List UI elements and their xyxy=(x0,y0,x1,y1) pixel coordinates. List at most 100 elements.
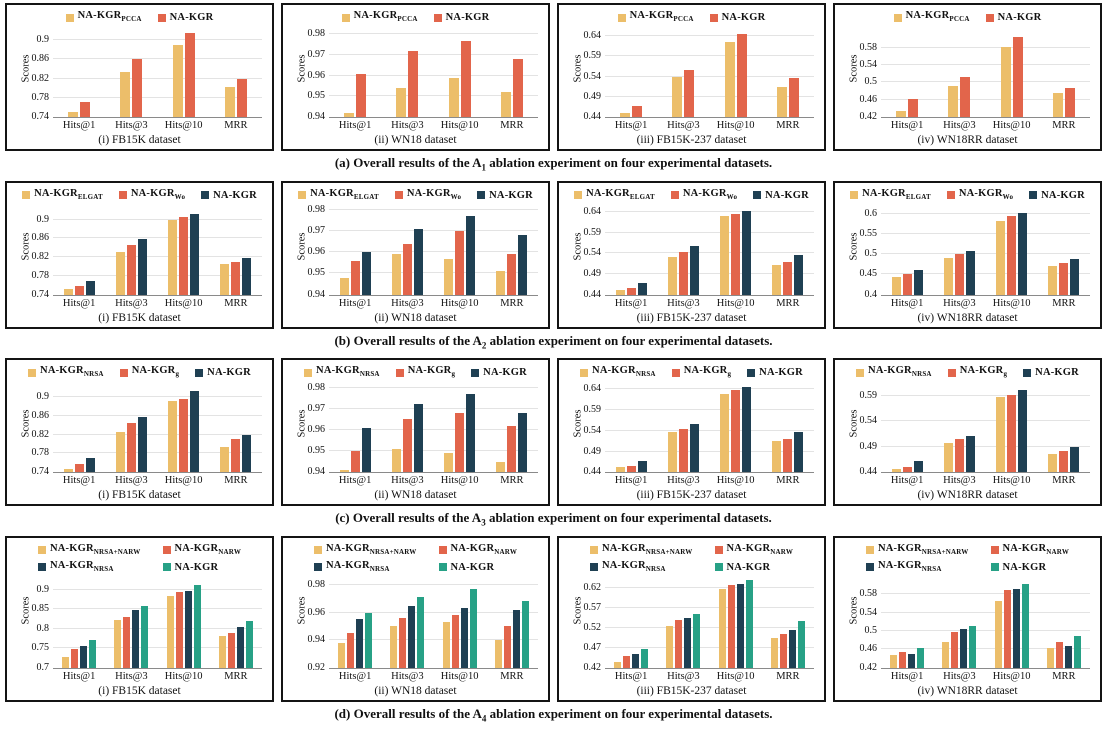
bar-groups xyxy=(329,206,538,295)
bar xyxy=(85,280,95,295)
bar xyxy=(507,425,517,473)
gridline xyxy=(53,77,262,79)
bar xyxy=(339,470,349,473)
gridline xyxy=(605,429,814,431)
legend-label: NA-KGR xyxy=(1002,561,1047,573)
legend-label: NA-KGRg xyxy=(959,365,1008,379)
bar xyxy=(742,211,752,295)
bar xyxy=(350,260,360,295)
bar xyxy=(672,76,683,117)
legend-label: NA-KGRNRSA xyxy=(592,365,656,379)
legend-swatch xyxy=(37,563,46,572)
bar xyxy=(466,216,476,295)
bar xyxy=(175,592,183,668)
bar-group-hits1 xyxy=(881,578,933,668)
legend-label: NA-KGRg xyxy=(131,365,180,379)
bar xyxy=(667,256,677,295)
bar-group-hits10 xyxy=(710,206,762,295)
bar xyxy=(1055,642,1063,668)
legend-label: NA-KGRNRSA xyxy=(49,559,114,573)
gridline xyxy=(881,394,1090,396)
x-tick-label: Hits@10 xyxy=(992,297,1031,309)
x-tick-label: Hits@10 xyxy=(164,120,203,131)
y-tick-label: 0.98 xyxy=(307,381,326,393)
y-tick-label: 0.62 xyxy=(583,581,602,593)
x-tick-label: Hits@3 xyxy=(667,475,700,487)
gridline xyxy=(53,218,262,220)
bar xyxy=(942,642,950,668)
legend-swatch xyxy=(438,563,447,572)
bar-group-hits3 xyxy=(933,28,985,117)
legend-label: NA-KGR xyxy=(765,189,809,201)
x-tick-label: Hits@3 xyxy=(391,120,424,131)
bar-group-mrr xyxy=(486,383,538,473)
bar xyxy=(969,626,977,668)
legend-swatch xyxy=(709,13,718,22)
legend-item: NA-KGRNRSA xyxy=(865,559,969,576)
legend-label: NA-KGRELGAT xyxy=(862,187,931,201)
gridline xyxy=(53,452,262,454)
legend-swatch xyxy=(477,191,486,200)
bar xyxy=(626,287,636,295)
y-tick-label: 0.75 xyxy=(31,642,50,654)
bar-group-hits3 xyxy=(105,206,157,295)
x-axis-labels: Hits@1 Hits@3 Hits@10 MRR xyxy=(605,474,814,487)
legend: NA-KGRPCCA NA-KGR xyxy=(13,8,266,28)
legend-item: NA-KGR xyxy=(1023,366,1079,379)
bar xyxy=(788,77,799,117)
chart-b-2: NA-KGRELGAT NA-KGRWo NA-KGR Scores 0.94 0.95 0… xyxy=(281,180,550,329)
bar xyxy=(74,463,84,473)
bar xyxy=(190,391,200,473)
legend-item: NA-KGRNARW xyxy=(438,542,518,559)
bar xyxy=(344,112,355,117)
plot-area: 0.44 0.49 0.54 0.59 Hits@1 Hits@3 Hits@10 MRR xyxy=(860,383,1090,487)
y-tick-label: 0.47 xyxy=(583,641,602,653)
legend-item: NA-KGRNRSA xyxy=(304,364,380,381)
legend-label: NA-KGRg xyxy=(407,365,456,379)
bar-group-hits3 xyxy=(381,383,433,473)
bar xyxy=(1059,263,1069,295)
y-tick-label: 0.96 xyxy=(307,69,326,81)
x-tick-label: Hits@10 xyxy=(716,297,755,309)
x-tick-label: MRR xyxy=(776,120,800,131)
gridline xyxy=(605,646,814,648)
legend: NA-KGRELGAT NA-KGRWo NA-KGR xyxy=(841,186,1094,206)
legend-item: NA-KGR xyxy=(985,11,1042,24)
legend-swatch xyxy=(947,368,956,377)
chart-title: (ii) WN18 dataset xyxy=(374,684,457,697)
bar xyxy=(89,640,97,668)
chart-row-c: NA-KGRNRSA NA-KGRg NA-KGR Scores 0.74 0.78 0.8… xyxy=(0,358,1107,507)
bar xyxy=(1070,259,1080,295)
legend-swatch xyxy=(670,191,679,200)
y-tick-label: 0.64 xyxy=(583,383,602,395)
chart-a-1: NA-KGRPCCA NA-KGR Scores 0.74 0.78 0.82 0.86 0.… xyxy=(5,3,274,151)
gridline xyxy=(881,629,1090,631)
bar-groups xyxy=(53,383,262,473)
plot: 0.42 0.46 0.5 0.54 0.58 xyxy=(860,28,1090,122)
x-axis-labels: Hits@1 Hits@3 Hits@10 MRR xyxy=(605,670,814,683)
y-tick-label: 0.98 xyxy=(307,203,326,215)
gridline xyxy=(605,606,814,608)
gridline xyxy=(881,648,1090,650)
legend-swatch xyxy=(617,13,626,22)
chart-title: (iv) WN18RR dataset xyxy=(917,311,1018,324)
x-tick-label: Hits@1 xyxy=(614,475,648,487)
bar xyxy=(689,245,699,295)
bar xyxy=(114,620,122,668)
legend-item: NA-KGR xyxy=(477,189,533,202)
bar xyxy=(402,243,412,295)
bar xyxy=(338,642,346,668)
y-tick-label: 0.94 xyxy=(307,288,326,300)
x-tick-label: MRR xyxy=(776,475,800,487)
legend-swatch xyxy=(438,546,447,555)
y-tick-label: 0.86 xyxy=(31,53,50,65)
bar xyxy=(137,416,147,473)
legend-item: NA-KGRNRSA xyxy=(313,559,417,576)
y-tick-label: 0.96 xyxy=(307,246,326,258)
bar-group-hits10 xyxy=(710,28,762,117)
gridline xyxy=(329,53,538,55)
x-tick-label: Hits@3 xyxy=(391,475,424,487)
legend-label: NA-KGRNARW xyxy=(174,542,242,556)
plot: 0.94 0.95 0.96 0.97 0.98 xyxy=(308,382,538,477)
legend-swatch xyxy=(865,563,874,572)
